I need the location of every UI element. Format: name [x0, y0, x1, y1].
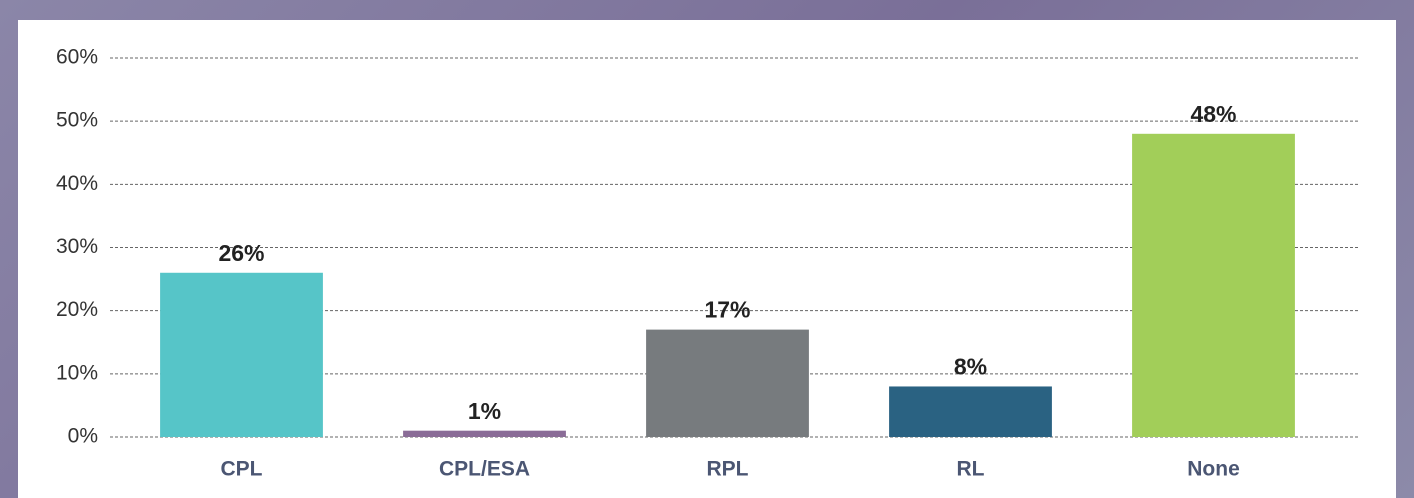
- value-label: 48%: [1190, 101, 1236, 127]
- bar: [1132, 133, 1295, 438]
- value-label: 1%: [468, 398, 501, 424]
- y-tick-label: 0%: [68, 425, 98, 448]
- x-tick-label: CPL/ESA: [439, 458, 530, 481]
- bar: [403, 430, 566, 437]
- x-tick-label: RPL: [707, 458, 749, 481]
- x-tick-label: CPL: [221, 458, 263, 481]
- bar: [160, 272, 323, 437]
- value-label: 8%: [954, 354, 987, 380]
- y-tick-label: 60%: [56, 46, 98, 69]
- bar: [646, 329, 809, 437]
- y-tick-label: 30%: [56, 235, 98, 258]
- x-tick-label: RL: [957, 458, 985, 481]
- x-tick-label: None: [1187, 458, 1240, 481]
- y-tick-label: 20%: [56, 298, 98, 321]
- bar: [889, 386, 1052, 437]
- y-tick-label: 40%: [56, 172, 98, 195]
- y-tick-label: 50%: [56, 109, 98, 132]
- y-tick-label: 10%: [56, 361, 98, 384]
- value-label: 26%: [218, 240, 264, 266]
- value-label: 17%: [704, 297, 750, 323]
